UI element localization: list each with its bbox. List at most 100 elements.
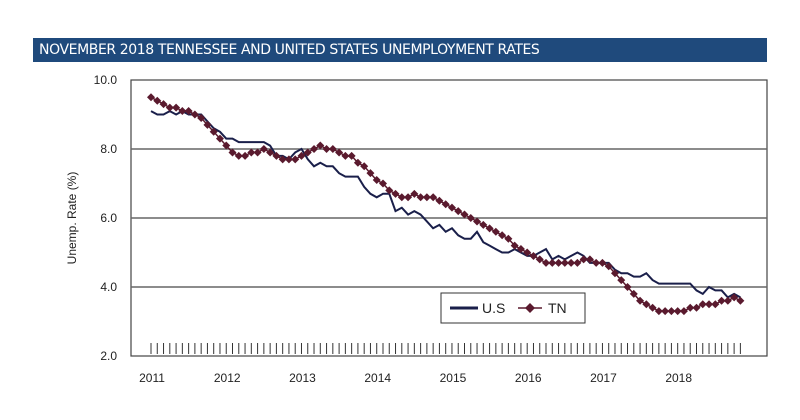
data-point-tn [422,193,431,202]
data-point-tn [629,289,638,298]
data-point-tn [447,203,456,212]
data-point-tn [404,193,413,202]
chart-title: NOVEMBER 2018 TENNESSEE AND UNITED STATE… [33,38,767,62]
x-tick-label: 2013 [289,371,316,385]
data-point-tn [228,148,237,157]
x-tick-label: 2011 [139,371,165,385]
data-point-tn [723,296,732,305]
data-point-tn [705,300,714,309]
data-point-tn [215,134,224,143]
data-point-tn [190,110,199,119]
data-point-tn [623,283,632,291]
data-point-tn [711,300,720,309]
data-point-tn [667,307,676,316]
data-point-tn [560,258,569,267]
data-point-tn [617,276,626,285]
data-point-tn [698,300,707,309]
data-point-tn [153,96,162,105]
data-point-tn [328,145,337,153]
data-point-tn [692,303,701,312]
legend-us-label: U.S [482,300,505,316]
data-point-tn [291,155,300,164]
data-point-tn [347,151,356,160]
data-point-tn [516,245,525,254]
data-point-tn [385,186,394,195]
data-point-tn [535,255,544,264]
data-point-tn [504,234,513,243]
data-point-tn [654,307,663,316]
data-point-tn [353,158,362,167]
data-point-tn [491,227,500,236]
data-point-tn [172,103,181,112]
data-point-tn [648,303,657,312]
data-point-tn [222,141,231,150]
data-point-tn [604,262,613,271]
data-point-tn [297,151,306,160]
data-point-tn [585,255,594,264]
y-tick-label: 6.0 [100,211,117,225]
series-line-us [150,109,741,299]
data-point-tn [636,296,645,305]
data-point-tn [159,100,168,109]
data-point-tn [209,127,218,136]
data-point-tn [278,155,287,164]
data-point-tn [717,296,726,305]
data-point-tn [360,162,369,171]
data-point-tn [284,155,293,164]
y-tick-label: 8.0 [100,142,117,156]
data-point-tn [234,151,243,160]
y-axis-label: Unemp. Rate (%) [65,172,79,265]
x-tick-label: 2014 [364,371,391,385]
data-point-tn [554,258,563,267]
data-point-tn [573,258,582,267]
data-point-tn [592,258,601,267]
data-point-tn [479,220,488,229]
data-point-tn [579,255,588,264]
x-tick-label: 2015 [440,371,467,385]
data-point-tn [165,103,174,112]
data-point-tn [335,148,344,157]
y-tick-label: 2.0 [100,349,117,363]
data-point-tn [410,189,419,198]
data-point-tn [435,196,444,205]
legend-tn-label: TN [548,300,567,316]
data-point-tn [253,148,262,157]
data-point-tn [341,151,350,160]
x-tick-label: 2016 [515,371,542,385]
data-point-tn [197,113,206,122]
x-tick-label: 2017 [590,371,617,385]
data-point-tn [510,241,519,250]
data-point-tn [661,307,670,316]
data-point-tn [366,169,375,178]
data-point-tn [310,145,319,153]
data-point-tn [454,207,463,216]
data-point-tn [642,300,651,309]
data-point-tn [203,120,212,129]
data-point-tn [322,145,331,153]
data-point-tn [241,151,250,160]
data-point-tn [567,258,576,267]
data-point-tn [466,214,475,222]
y-tick-label: 10.0 [94,73,118,87]
data-point-tn [247,148,256,157]
data-point-tn [673,307,682,316]
data-point-tn [184,107,193,116]
legend-tn-marker [525,303,535,313]
data-point-tn [429,193,438,202]
data-point-tn [178,107,187,116]
data-point-tn [259,145,268,153]
data-point-tn [397,193,406,202]
data-point-tn [441,200,450,209]
data-point-tn [147,93,155,102]
data-point-tn [473,217,482,226]
data-point-tn [542,258,551,267]
data-point-tn [523,248,532,257]
data-point-tn [686,303,695,312]
data-point-tn [529,251,538,260]
data-point-tn [485,224,494,233]
y-tick-label: 4.0 [100,280,117,294]
data-point-tn [548,258,557,267]
data-point-tn [598,258,607,267]
